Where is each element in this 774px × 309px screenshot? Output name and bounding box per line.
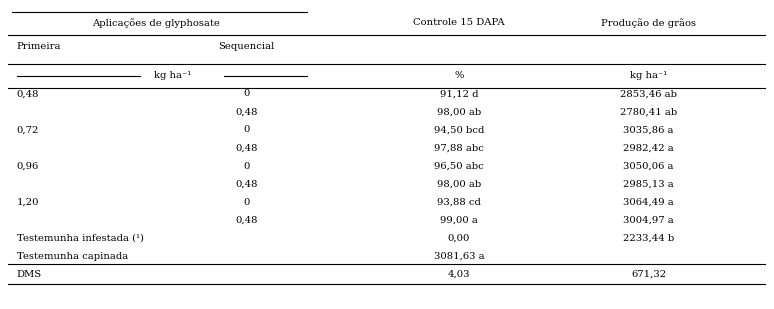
Text: 0: 0 (244, 89, 250, 99)
Text: 1,20: 1,20 (17, 197, 39, 206)
Text: 0: 0 (244, 162, 250, 171)
Text: Testemunha capinada: Testemunha capinada (17, 252, 128, 260)
Text: DMS: DMS (17, 270, 42, 279)
Text: 2853,46 ab: 2853,46 ab (620, 89, 677, 99)
Text: 3064,49 a: 3064,49 a (623, 197, 674, 206)
Text: 2982,42 a: 2982,42 a (623, 143, 674, 152)
Text: 98,00 ab: 98,00 ab (437, 108, 481, 116)
Text: 3081,63 a: 3081,63 a (433, 252, 485, 260)
Text: Controle 15 DAPA: Controle 15 DAPA (413, 18, 505, 27)
Text: 3035,86 a: 3035,86 a (623, 125, 674, 134)
Text: 0,48: 0,48 (235, 108, 258, 116)
Text: Aplicações de glyphosate: Aplicações de glyphosate (91, 18, 220, 28)
Text: Primeira: Primeira (17, 43, 61, 52)
Text: 2985,13 a: 2985,13 a (623, 180, 674, 188)
Text: 3004,97 a: 3004,97 a (623, 216, 674, 225)
Text: Testemunha infestada (¹): Testemunha infestada (¹) (17, 234, 144, 243)
Text: 99,00 a: 99,00 a (440, 216, 478, 225)
Text: 4,03: 4,03 (448, 270, 471, 279)
Text: 97,88 abc: 97,88 abc (434, 143, 484, 152)
Text: 0,48: 0,48 (235, 216, 258, 225)
Text: 3050,06 a: 3050,06 a (623, 162, 674, 171)
Text: 2780,41 ab: 2780,41 ab (620, 108, 677, 116)
Text: 0,48: 0,48 (235, 180, 258, 188)
Text: Sequencial: Sequencial (218, 43, 275, 52)
Text: 93,88 cd: 93,88 cd (437, 197, 481, 206)
Text: 0,72: 0,72 (17, 125, 39, 134)
Text: kg ha⁻¹: kg ha⁻¹ (630, 71, 667, 80)
Text: %: % (454, 71, 464, 80)
Text: 96,50 abc: 96,50 abc (434, 162, 484, 171)
Text: 0,96: 0,96 (17, 162, 39, 171)
Text: kg ha⁻¹: kg ha⁻¹ (155, 71, 192, 80)
Text: 0,48: 0,48 (17, 89, 39, 99)
Text: 98,00 ab: 98,00 ab (437, 180, 481, 188)
Text: Produção de grãos: Produção de grãos (601, 18, 696, 28)
Text: 0,48: 0,48 (235, 143, 258, 152)
Text: 94,50 bcd: 94,50 bcd (434, 125, 485, 134)
Text: 671,32: 671,32 (631, 270, 666, 279)
Text: 0: 0 (244, 197, 250, 206)
Text: 0,00: 0,00 (448, 234, 471, 243)
Text: 91,12 d: 91,12 d (440, 89, 478, 99)
Text: 0: 0 (244, 125, 250, 134)
Text: 2233,44 b: 2233,44 b (623, 234, 674, 243)
